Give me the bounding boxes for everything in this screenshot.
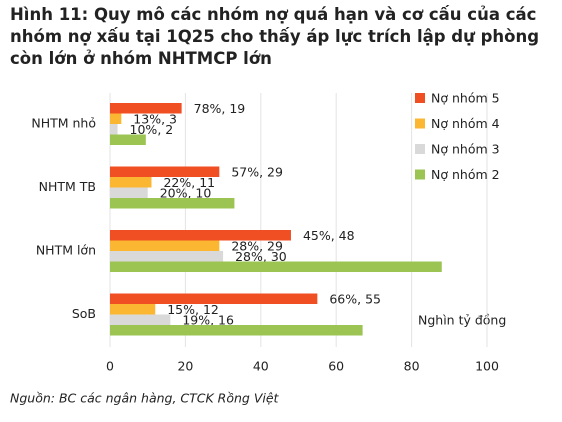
bar	[110, 261, 442, 272]
x-tick-label: 40	[253, 359, 269, 374]
data-label: 13%, 3	[133, 111, 177, 126]
y-tick-label: NHTM nhỏ	[31, 116, 96, 131]
bar	[110, 134, 146, 145]
data-label: 66%, 55	[329, 291, 381, 306]
x-tick-label: 80	[404, 359, 420, 374]
bar	[110, 198, 235, 209]
legend-label: Nợ nhóm 5	[431, 91, 500, 106]
data-label: 78%, 19	[194, 101, 246, 116]
data-label: 45%, 48	[303, 228, 355, 243]
data-label: 28%, 29	[231, 238, 283, 253]
annotation: Nghìn tỷ đồng	[418, 313, 506, 328]
y-tick-label: NHTM TB	[39, 179, 96, 194]
legend-swatch	[415, 144, 425, 154]
x-tick-label: 20	[177, 359, 193, 374]
legend-label: Nợ nhóm 4	[431, 116, 500, 131]
legend-swatch	[415, 169, 425, 180]
bar	[110, 103, 182, 114]
data-label: 22%, 11	[163, 175, 215, 190]
bar	[110, 304, 156, 315]
source: Nguồn: BC các ngân hàng, CTCK Rồng Việt	[10, 391, 280, 406]
bar	[110, 166, 220, 177]
x-tick-label: 100	[475, 359, 499, 374]
legend-label: Nợ nhóm 3	[431, 142, 500, 157]
data-label: 15%, 12	[167, 302, 219, 317]
x-tick-label: 0	[106, 359, 114, 374]
bar	[110, 113, 122, 124]
bar	[110, 124, 118, 135]
data-label: 28%, 30	[235, 249, 287, 264]
legend-label: Nợ nhóm 2	[431, 167, 500, 182]
bar	[110, 251, 224, 262]
y-tick-label: NHTM lớn	[36, 243, 96, 258]
bar	[110, 240, 220, 251]
x-tick-label: 60	[328, 359, 344, 374]
bar	[110, 187, 148, 198]
data-label: 10%, 2	[130, 122, 174, 137]
data-label: 57%, 29	[231, 164, 283, 179]
legend-swatch	[415, 118, 425, 129]
data-label: 20%, 10	[160, 185, 212, 200]
bar	[110, 314, 171, 325]
data-label: 19%, 16	[182, 312, 234, 327]
legend-swatch	[415, 93, 425, 103]
y-tick-label: SoB	[72, 306, 96, 321]
bar	[110, 325, 363, 336]
bar	[110, 177, 152, 188]
chart-title: Hình 11: Quy mô các nhóm nợ quá hạn và c…	[10, 5, 540, 68]
bar	[110, 293, 318, 304]
bar	[110, 230, 291, 241]
